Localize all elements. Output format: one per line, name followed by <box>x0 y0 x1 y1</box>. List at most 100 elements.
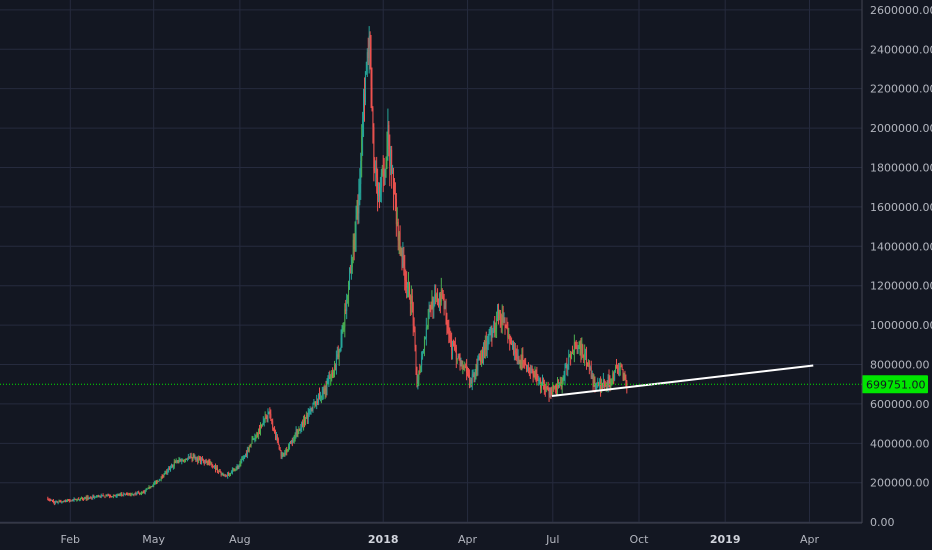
candle-body <box>290 442 291 444</box>
candle-body <box>156 480 158 483</box>
candle-body <box>364 93 365 103</box>
last-price-layer: 699751.00 <box>0 375 928 394</box>
candle-body <box>367 52 369 59</box>
candle-body <box>366 52 368 62</box>
candle-body <box>295 430 297 434</box>
candle-body <box>134 492 136 495</box>
candle-body <box>381 168 383 173</box>
candle-body <box>260 425 261 431</box>
candle-body <box>566 365 568 370</box>
candle-body <box>234 470 236 472</box>
candle-body <box>290 440 292 444</box>
candle-body <box>535 373 537 375</box>
candle-body <box>410 295 412 305</box>
candle-body <box>427 318 429 328</box>
candle-body <box>455 346 457 360</box>
candle-body <box>60 501 62 503</box>
candle-body <box>582 344 584 356</box>
candle-body <box>310 408 312 410</box>
candle-body <box>542 381 543 383</box>
candle-body <box>201 458 202 463</box>
candle-body <box>129 494 131 496</box>
candle-body <box>322 388 324 394</box>
x-tick-label: May <box>142 533 165 546</box>
candle-body <box>175 460 177 462</box>
candle-body <box>423 337 425 351</box>
candle-body <box>187 456 189 459</box>
candle-body <box>506 326 508 329</box>
candle-body <box>519 359 521 362</box>
candle-body <box>570 354 572 358</box>
candle-body <box>215 465 216 470</box>
candle-body <box>332 372 334 378</box>
candle-body <box>238 466 240 468</box>
candle-body <box>490 330 492 333</box>
candle-body <box>390 149 392 167</box>
candle-body <box>237 466 239 468</box>
candle-body <box>450 337 452 340</box>
candle-body <box>158 479 160 482</box>
x-tick-label: Apr <box>458 533 478 546</box>
candle-body <box>97 495 99 497</box>
candle-body <box>466 366 468 374</box>
candle-body <box>50 500 52 502</box>
candle-body <box>525 364 527 366</box>
candle-body <box>115 495 117 497</box>
candle-body <box>481 350 483 362</box>
candle-body <box>298 429 300 431</box>
candle-body <box>173 461 175 467</box>
candle-body <box>141 491 143 493</box>
candle-body <box>521 354 523 365</box>
candle-body <box>111 496 112 498</box>
candle-body <box>460 360 462 364</box>
candle-body <box>329 377 331 379</box>
candle-body <box>77 498 79 500</box>
candle-body <box>518 356 520 362</box>
candle-body <box>316 401 318 406</box>
candle-body <box>572 352 574 354</box>
candle-body <box>363 93 364 120</box>
candle-body <box>335 357 337 370</box>
candle-body <box>266 417 268 419</box>
candle-body <box>98 495 100 497</box>
candle-body <box>112 496 113 498</box>
candle-body <box>282 454 284 456</box>
candle-body <box>319 393 320 399</box>
candle-body <box>277 438 279 445</box>
candle-body <box>386 145 388 165</box>
candle-body <box>622 369 624 379</box>
candle-body <box>556 387 557 389</box>
candle-body <box>579 343 581 348</box>
candle-body <box>51 499 53 501</box>
candle-body <box>409 294 411 305</box>
candle-body <box>393 172 394 194</box>
candle-body <box>625 377 627 382</box>
candle-body <box>513 350 515 355</box>
candle-body <box>508 335 510 338</box>
candle-body <box>483 346 485 351</box>
candle-body <box>269 411 271 414</box>
candle-body <box>239 463 241 467</box>
candle-body <box>305 417 306 423</box>
candle-body <box>328 377 330 382</box>
candle-body <box>228 472 230 475</box>
candle-body <box>562 377 564 383</box>
candle-body <box>502 315 504 323</box>
candle-body <box>177 460 179 462</box>
candle-body <box>546 386 548 389</box>
candle-body <box>349 272 351 274</box>
candle-body <box>398 232 400 241</box>
candle-body <box>52 499 53 501</box>
candle-body <box>315 401 317 406</box>
candle-body <box>432 299 434 309</box>
candle-body <box>220 472 222 475</box>
candle-body <box>275 433 276 438</box>
candle-body <box>146 488 148 490</box>
candle-body <box>527 368 529 372</box>
candle-body <box>212 464 214 467</box>
candle-body <box>202 460 204 462</box>
candle-body <box>616 367 617 369</box>
candle-body <box>253 438 255 440</box>
y-tick-label: 2200000.00 <box>870 83 932 96</box>
